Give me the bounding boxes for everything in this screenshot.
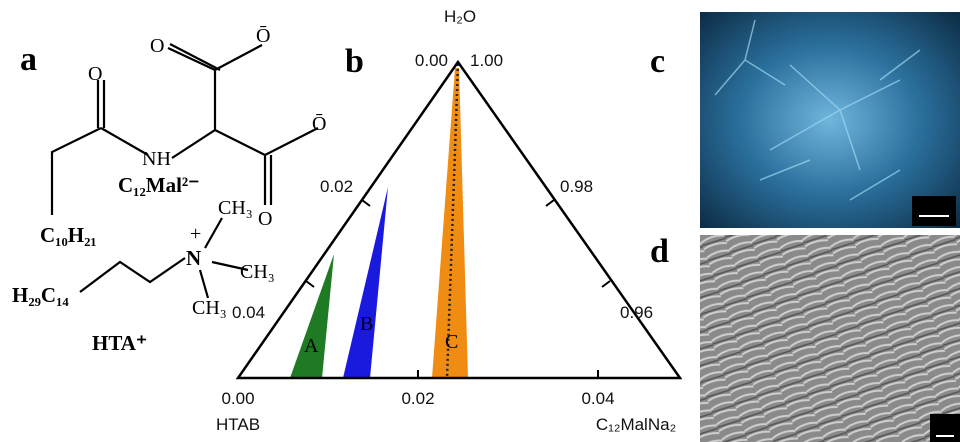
charge: + (190, 223, 201, 245)
tick-label: 0.04 (581, 389, 614, 408)
atom: CH₃ (218, 197, 253, 219)
apex-label: H₂O (444, 7, 476, 26)
region-label: A (304, 335, 319, 357)
scale-box (912, 196, 956, 226)
tick-label: 0.02 (320, 177, 353, 196)
panel-label: a (20, 41, 37, 78)
tick-label: 0.98 (560, 177, 593, 196)
atom: CH₃ (240, 261, 275, 283)
atom: NH (142, 148, 171, 170)
panel-label: b (345, 43, 364, 80)
scale-label: 10 (924, 195, 944, 217)
atom: O (258, 208, 272, 230)
atom: Ō (256, 25, 270, 47)
scale-box (930, 414, 960, 442)
ticks (305, 199, 611, 378)
tick-label: 0.02 (401, 389, 434, 408)
molecule-name: C₁₂Mal²⁻ (118, 173, 199, 197)
tick-label: 0.00 (415, 51, 448, 70)
scale-label: 2 (940, 415, 950, 437)
region-a (290, 254, 334, 378)
atom: N (186, 246, 201, 270)
structure-bonds (50, 43, 319, 299)
region-label: B (360, 313, 373, 335)
region-b (343, 187, 388, 378)
atom: O (150, 35, 164, 57)
atom: O (88, 63, 102, 85)
alkyl-tail: H₂₉C₁₄ (12, 283, 69, 307)
region-c (432, 68, 468, 378)
ternary-triangle (235, 59, 683, 380)
micrograph-d (700, 235, 960, 442)
tick-label: 0.04 (232, 303, 265, 322)
atom: Ō (312, 113, 326, 135)
crystal-texture (714, 19, 921, 201)
tick-label: 0.00 (221, 389, 254, 408)
panel-label: c (650, 43, 665, 80)
alkyl-tail: C₁₀H₂₁ (40, 223, 97, 247)
panel-label: d (650, 233, 669, 270)
corner-label: HTAB (216, 415, 260, 434)
dotted-line (445, 63, 460, 379)
atom: CH₃ (192, 297, 227, 319)
micrograph-c (700, 12, 960, 228)
tick-label: 0.96 (620, 303, 653, 322)
corner-label: C₁₂MalNa₂ (596, 415, 676, 434)
molecule-name: HTA⁺ (92, 331, 147, 355)
region-label: C (445, 331, 458, 353)
tick-label: 1.00 (470, 51, 503, 70)
